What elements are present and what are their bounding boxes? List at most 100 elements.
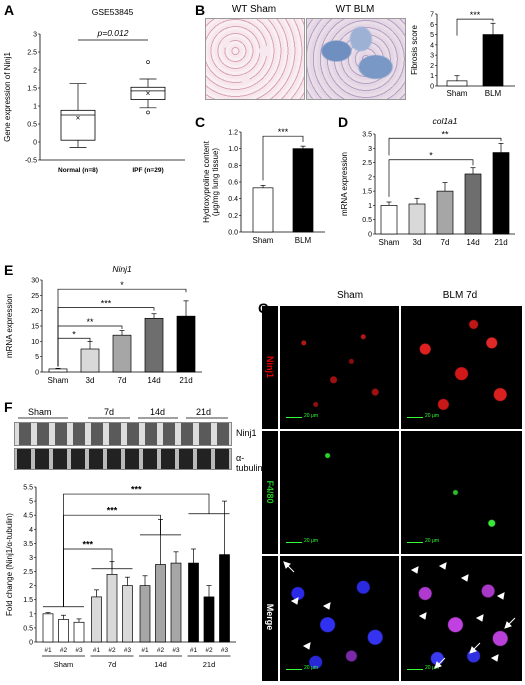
y-tick-label: 1.5 [27,86,37,93]
panel-label: C [195,114,206,130]
group-label: 7d [108,660,116,669]
x-tick-label: Sham [379,238,400,247]
blot-group-sham: Sham [28,407,52,417]
y-tick-label: 4 [430,42,434,49]
significance-bracket [57,288,187,367]
y-axis-label: Fibrosis score [410,25,419,75]
y-tick-label: 7 [430,12,434,19]
x-tick-label: BLM [295,236,312,245]
chart-title: Ninj1 [112,264,132,274]
bar [112,334,132,373]
scale-bar [286,417,302,418]
if-ninj1-sham-image [280,306,399,429]
y-tick-label: 0 [368,232,372,239]
y-tick-label: 0 [35,370,39,377]
bar [436,190,454,235]
y-tick-label: 3 [368,146,372,153]
x-tick-label: #1 [93,647,101,654]
y-tick-label: 3.5 [362,132,372,139]
y-tick-label: 1 [33,104,37,111]
y-tick-label: 1.5 [362,189,372,196]
scale-bar-label: 20 μm [425,413,439,419]
blot-group-14d: 14d [150,407,166,417]
if-row-merge-label [262,556,278,681]
if-f480-blm-image [401,431,522,554]
if-row-f480: F4/80 [265,480,275,504]
y-tick-label: 15 [31,324,39,331]
x-tick-label: #3 [75,647,83,654]
y-tick-label: 4 [29,527,33,534]
if-merge-blm-image [401,556,522,681]
bar [91,596,102,643]
if-row-ninj1-label [262,306,278,429]
merge-arrows [283,561,516,669]
x-tick-label: 14d [147,376,160,385]
scale-bar-label: 20 μm [304,538,318,544]
significance-marker: ** [86,317,94,327]
y-tick-label: 1 [368,203,372,210]
x-tick-label: 7d [441,238,450,247]
y-tick-label: 0.4 [228,196,238,203]
bar [219,554,230,643]
y-tick-label: 2.5 [23,569,33,576]
x-tick-label: BLM [485,89,502,98]
if-row-ninj1: Ninj1 [265,355,275,378]
bar [252,187,274,233]
y-tick-label: 2.5 [27,50,37,57]
x-tick-label: 3d [413,238,422,247]
mean-marker: × [146,89,151,98]
bar [492,152,510,235]
mean-marker: × [76,114,81,123]
bar [58,619,69,643]
if-grid: Ninj1 F4/80 Merge 20 μm 20 μm 20 μm 20 μ… [262,306,522,681]
panel-a: A -0.5 0 0.5 1 1.5 2 2.5 3 GSE53845 p=0.012 Gene e… [0,0,195,190]
significance-bracket [63,548,113,607]
panel-b: B WT Sham WT BLM 0 1 2 3 4 5 6 7 Fibrosis score S… [195,0,525,110]
bar [176,315,196,373]
y-tick-label: 2.5 [362,160,372,167]
y-tick-label: 0 [430,84,434,91]
significance-marker: *** [131,485,142,495]
significance-bracket [388,159,474,197]
scale-bar-label: 20 μm [304,665,318,671]
panel-f-chart: 0 0.5 1 1.5 2 2.5 3 3.5 4 4.5 5 5.5 Fold change (Nin… [5,485,236,669]
x-tick-label: Sham [447,89,468,98]
bar [446,80,468,87]
significance-marker: * [429,151,433,161]
y-tick-label: 6 [430,22,434,29]
significance-bracket [388,137,502,156]
y-tick-label: 1 [430,73,434,80]
bar [106,574,118,643]
y-tick-label: 3 [29,555,33,562]
y-tick-label: 30 [31,278,39,285]
y-tick-label: 25 [31,293,39,300]
y-tick-label: 0.6 [228,180,238,187]
panel-e-chart: 0 5 10 15 20 25 30 Ninj1 mRNA expression Sham 3d 7d… [5,264,202,385]
y-tick-label: 0 [33,140,37,147]
outlier-point [146,110,150,115]
group-label: Sham [54,660,74,669]
if-f480-sham-image [280,431,399,554]
y-axis-label-line2: (μg/mg lung tissue) [211,148,220,217]
scale-bar-label: 20 μm [425,665,439,671]
if-ninj1-blm-image [401,306,522,429]
significance-marker: *** [470,10,481,20]
blot-band-ninj1: Ninj1 [236,428,257,438]
panel-d: D 0 0.5 1 1.5 2 2.5 3 3.5 col1a1 mRNA expression S… [335,110,525,260]
box [130,86,166,100]
outlier-point [146,60,150,64]
y-axis-label: Gene expression of Ninj1 [3,52,12,142]
blot-band-tubulin: α-tubulin [236,453,263,473]
x-tick-label: Normal (n=8) [58,167,98,174]
panel-f: F Sham 7d 14d 21d Ninj1 α-tubulin 0 0.5 1 1… [0,395,263,685]
x-tick-label: #3 [221,647,229,654]
y-axis-label: mRNA expression [5,294,14,358]
x-tick-label: Sham [253,236,274,245]
significance-bracket [456,18,494,36]
panel-b-chart: 0 1 2 3 4 5 6 7 Fibrosis score Sham BLM *** [410,10,515,98]
panel-label: D [338,114,349,130]
scale-bar [286,669,302,670]
panel-label: E [4,262,14,278]
y-tick-label: -0.5 [25,158,37,165]
y-tick-label: 2 [33,68,37,75]
